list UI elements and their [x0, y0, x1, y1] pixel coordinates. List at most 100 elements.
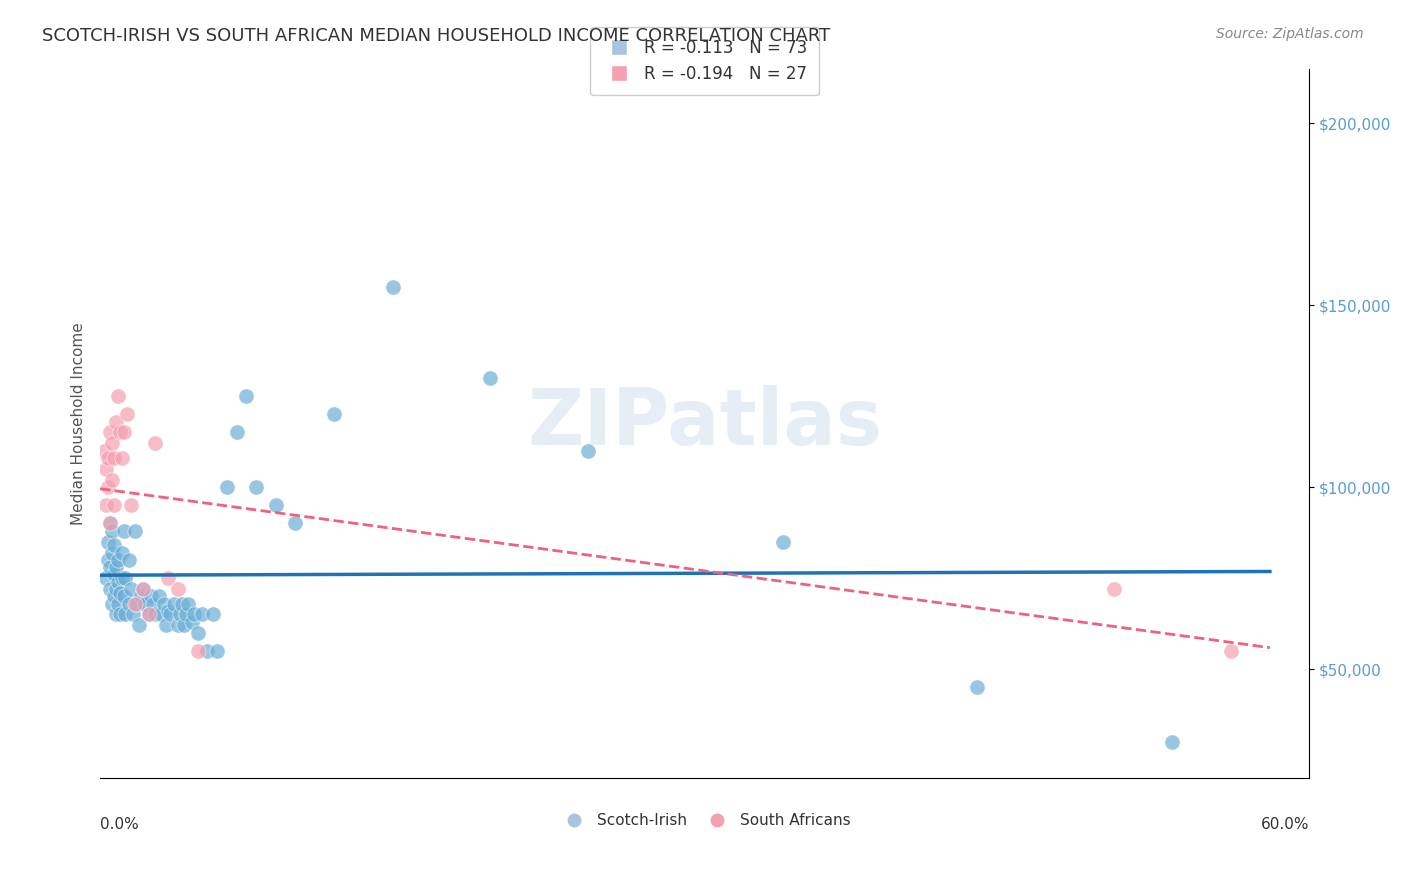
Point: [170, 597, 193, 611]
Point: [167, 582, 190, 596]
Point: [103, 538, 125, 552]
Point: [143, 607, 166, 622]
Point: [94, 571, 117, 585]
Point: [120, 498, 142, 512]
Point: [108, 425, 131, 440]
Point: [107, 597, 129, 611]
Point: [124, 524, 146, 538]
Point: [323, 407, 346, 421]
Point: [169, 607, 191, 622]
Point: [93, 443, 115, 458]
Point: [117, 407, 139, 421]
Point: [1219, 644, 1241, 658]
Point: [134, 597, 156, 611]
Point: [114, 571, 136, 585]
Point: [118, 597, 141, 611]
Point: [101, 524, 124, 538]
Point: [110, 545, 132, 559]
Point: [103, 498, 125, 512]
Text: 0.0%: 0.0%: [100, 817, 139, 832]
Point: [195, 644, 218, 658]
Point: [132, 582, 155, 596]
Point: [576, 443, 599, 458]
Point: [120, 582, 142, 596]
Point: [1102, 582, 1125, 596]
Point: [104, 582, 127, 596]
Point: [157, 604, 180, 618]
Point: [235, 389, 257, 403]
Point: [187, 644, 209, 658]
Point: [112, 425, 135, 440]
Point: [118, 553, 141, 567]
Point: [1161, 735, 1184, 749]
Point: [173, 618, 195, 632]
Point: [98, 516, 121, 531]
Point: [122, 607, 145, 622]
Point: [138, 607, 160, 622]
Point: [205, 644, 228, 658]
Point: [108, 585, 131, 599]
Point: [112, 589, 135, 603]
Point: [101, 473, 124, 487]
Text: 60.0%: 60.0%: [1260, 817, 1309, 832]
Point: [98, 516, 121, 531]
Point: [107, 389, 129, 403]
Point: [94, 462, 117, 476]
Point: [148, 589, 170, 603]
Point: [174, 607, 197, 622]
Point: [129, 589, 152, 603]
Legend: Scotch-Irish, South Africans: Scotch-Irish, South Africans: [553, 807, 856, 834]
Point: [124, 597, 146, 611]
Point: [180, 615, 202, 629]
Text: Source: ZipAtlas.com: Source: ZipAtlas.com: [1216, 27, 1364, 41]
Point: [772, 534, 794, 549]
Point: [264, 498, 287, 512]
Point: [142, 597, 165, 611]
Point: [97, 534, 120, 549]
Point: [110, 571, 132, 585]
Point: [187, 625, 209, 640]
Point: [966, 680, 988, 694]
Point: [132, 582, 155, 596]
Point: [98, 425, 121, 440]
Point: [284, 516, 307, 531]
Point: [97, 553, 120, 567]
Point: [215, 480, 238, 494]
Text: SCOTCH-IRISH VS SOUTH AFRICAN MEDIAN HOUSEHOLD INCOME CORRELATION CHART: SCOTCH-IRISH VS SOUTH AFRICAN MEDIAN HOU…: [42, 27, 831, 45]
Point: [103, 450, 125, 465]
Point: [97, 450, 120, 465]
Point: [479, 371, 502, 385]
Point: [104, 607, 127, 622]
Point: [108, 607, 131, 622]
Text: ZIPatlas: ZIPatlas: [527, 385, 882, 461]
Point: [381, 280, 404, 294]
Point: [110, 450, 132, 465]
Point: [101, 597, 124, 611]
Point: [98, 582, 121, 596]
Point: [143, 436, 166, 450]
Point: [190, 607, 212, 622]
Point: [103, 589, 125, 603]
Point: [138, 607, 160, 622]
Point: [153, 597, 176, 611]
Point: [167, 618, 190, 632]
Point: [202, 607, 225, 622]
Point: [225, 425, 247, 440]
Point: [159, 607, 181, 622]
Point: [101, 436, 124, 450]
Point: [98, 560, 121, 574]
Point: [104, 415, 127, 429]
Point: [163, 597, 186, 611]
Point: [149, 607, 172, 622]
Point: [112, 524, 135, 538]
Point: [155, 618, 177, 632]
Point: [183, 607, 205, 622]
Point: [97, 480, 120, 494]
Point: [107, 574, 129, 589]
Y-axis label: Median Household Income: Median Household Income: [72, 322, 86, 524]
Point: [139, 589, 162, 603]
Point: [245, 480, 267, 494]
Point: [107, 553, 129, 567]
Point: [177, 597, 200, 611]
Point: [157, 571, 180, 585]
